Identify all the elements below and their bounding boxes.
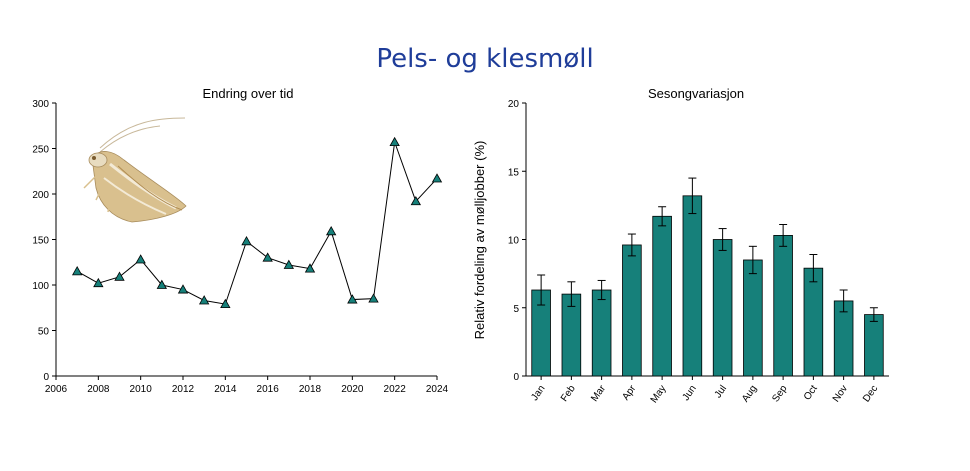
x-tick-label: May [649,383,669,405]
x-tick-label: 2012 [172,384,195,395]
bar-chart-ylabel: Relativ fordeling av mølljobber (%) [472,141,487,340]
bar [803,267,824,377]
data-point [262,252,273,262]
page-title: Pels- og klesmøll [376,44,594,74]
x-tick-label: 2024 [426,384,449,395]
x-tick-label: 2008 [87,384,110,395]
y-tick-label: 20 [508,99,520,110]
data-point [431,173,443,183]
bar [864,314,884,377]
x-tick-label: 2016 [257,384,280,395]
data-point [135,254,146,264]
x-tick-label: Apr [620,383,638,403]
y-tick-label: 200 [32,190,49,201]
x-tick-label: 2014 [214,384,237,395]
data-point [114,271,125,281]
y-tick-label: 50 [38,327,50,338]
y-tick-label: 300 [32,99,49,110]
y-tick-label: 100 [32,281,49,292]
bar-chart-ticks: 0 5 10 15 20 Jan Feb Mar Apr May Jun Jul Aug Sep Oct No… [508,99,880,405]
x-tick-label: Feb [559,383,578,404]
bar [712,239,733,377]
bar [773,235,793,377]
line-chart: Endring over tid 0 50 100 150 200 250 300 2006 2… [32,86,448,395]
bar-chart-bars [531,177,884,377]
bar [622,244,642,377]
data-point [283,259,295,269]
bar [743,259,763,377]
data-point [410,195,422,206]
y-tick-label: 10 [508,236,520,247]
y-tick-label: 150 [32,236,49,247]
bar-chart-axes [525,103,889,377]
x-tick-label: 2006 [45,384,68,395]
x-tick-label: 2018 [299,384,322,395]
data-point [368,293,379,303]
data-point [177,284,189,294]
x-tick-label: Jun [681,383,699,403]
bar [591,289,612,377]
bar-chart-title: Sesongvariasjon [648,86,744,101]
y-tick-label: 0 [513,372,519,383]
bar [682,195,703,377]
x-tick-label: Nov [831,383,850,404]
data-point [198,295,210,305]
data-point [93,277,104,288]
bar [561,293,582,377]
y-tick-label: 0 [43,372,49,383]
y-tick-label: 5 [513,304,519,315]
y-tick-label: 250 [32,145,49,156]
moth-icon [83,117,187,223]
x-tick-label: Jan [529,383,547,403]
data-point [241,236,252,246]
x-tick-label: Dec [861,383,880,404]
line-chart-ticks: 0 50 100 150 200 250 300 2006 2008 2010 2012 2014 20… [32,99,448,395]
bar [652,215,672,377]
x-tick-label: 2010 [130,384,153,395]
data-point [71,266,83,276]
x-tick-label: Mar [589,383,608,404]
x-tick-label: 2020 [341,384,364,395]
data-point [389,136,400,147]
data-point [325,225,337,236]
data-point [156,279,168,289]
data-point [220,298,231,309]
x-tick-label: Jul [713,383,729,400]
bar [531,289,551,377]
line-chart-title: Endring over tid [202,86,293,101]
x-tick-label: Aug [740,383,759,404]
line-chart-series [71,136,443,309]
x-tick-label: Sep [770,383,789,404]
data-point [347,294,358,304]
y-tick-label: 15 [508,167,520,178]
x-tick-label: 2022 [384,384,407,395]
data-point [304,263,316,273]
x-tick-label: Oct [802,383,820,402]
bar [833,300,854,377]
